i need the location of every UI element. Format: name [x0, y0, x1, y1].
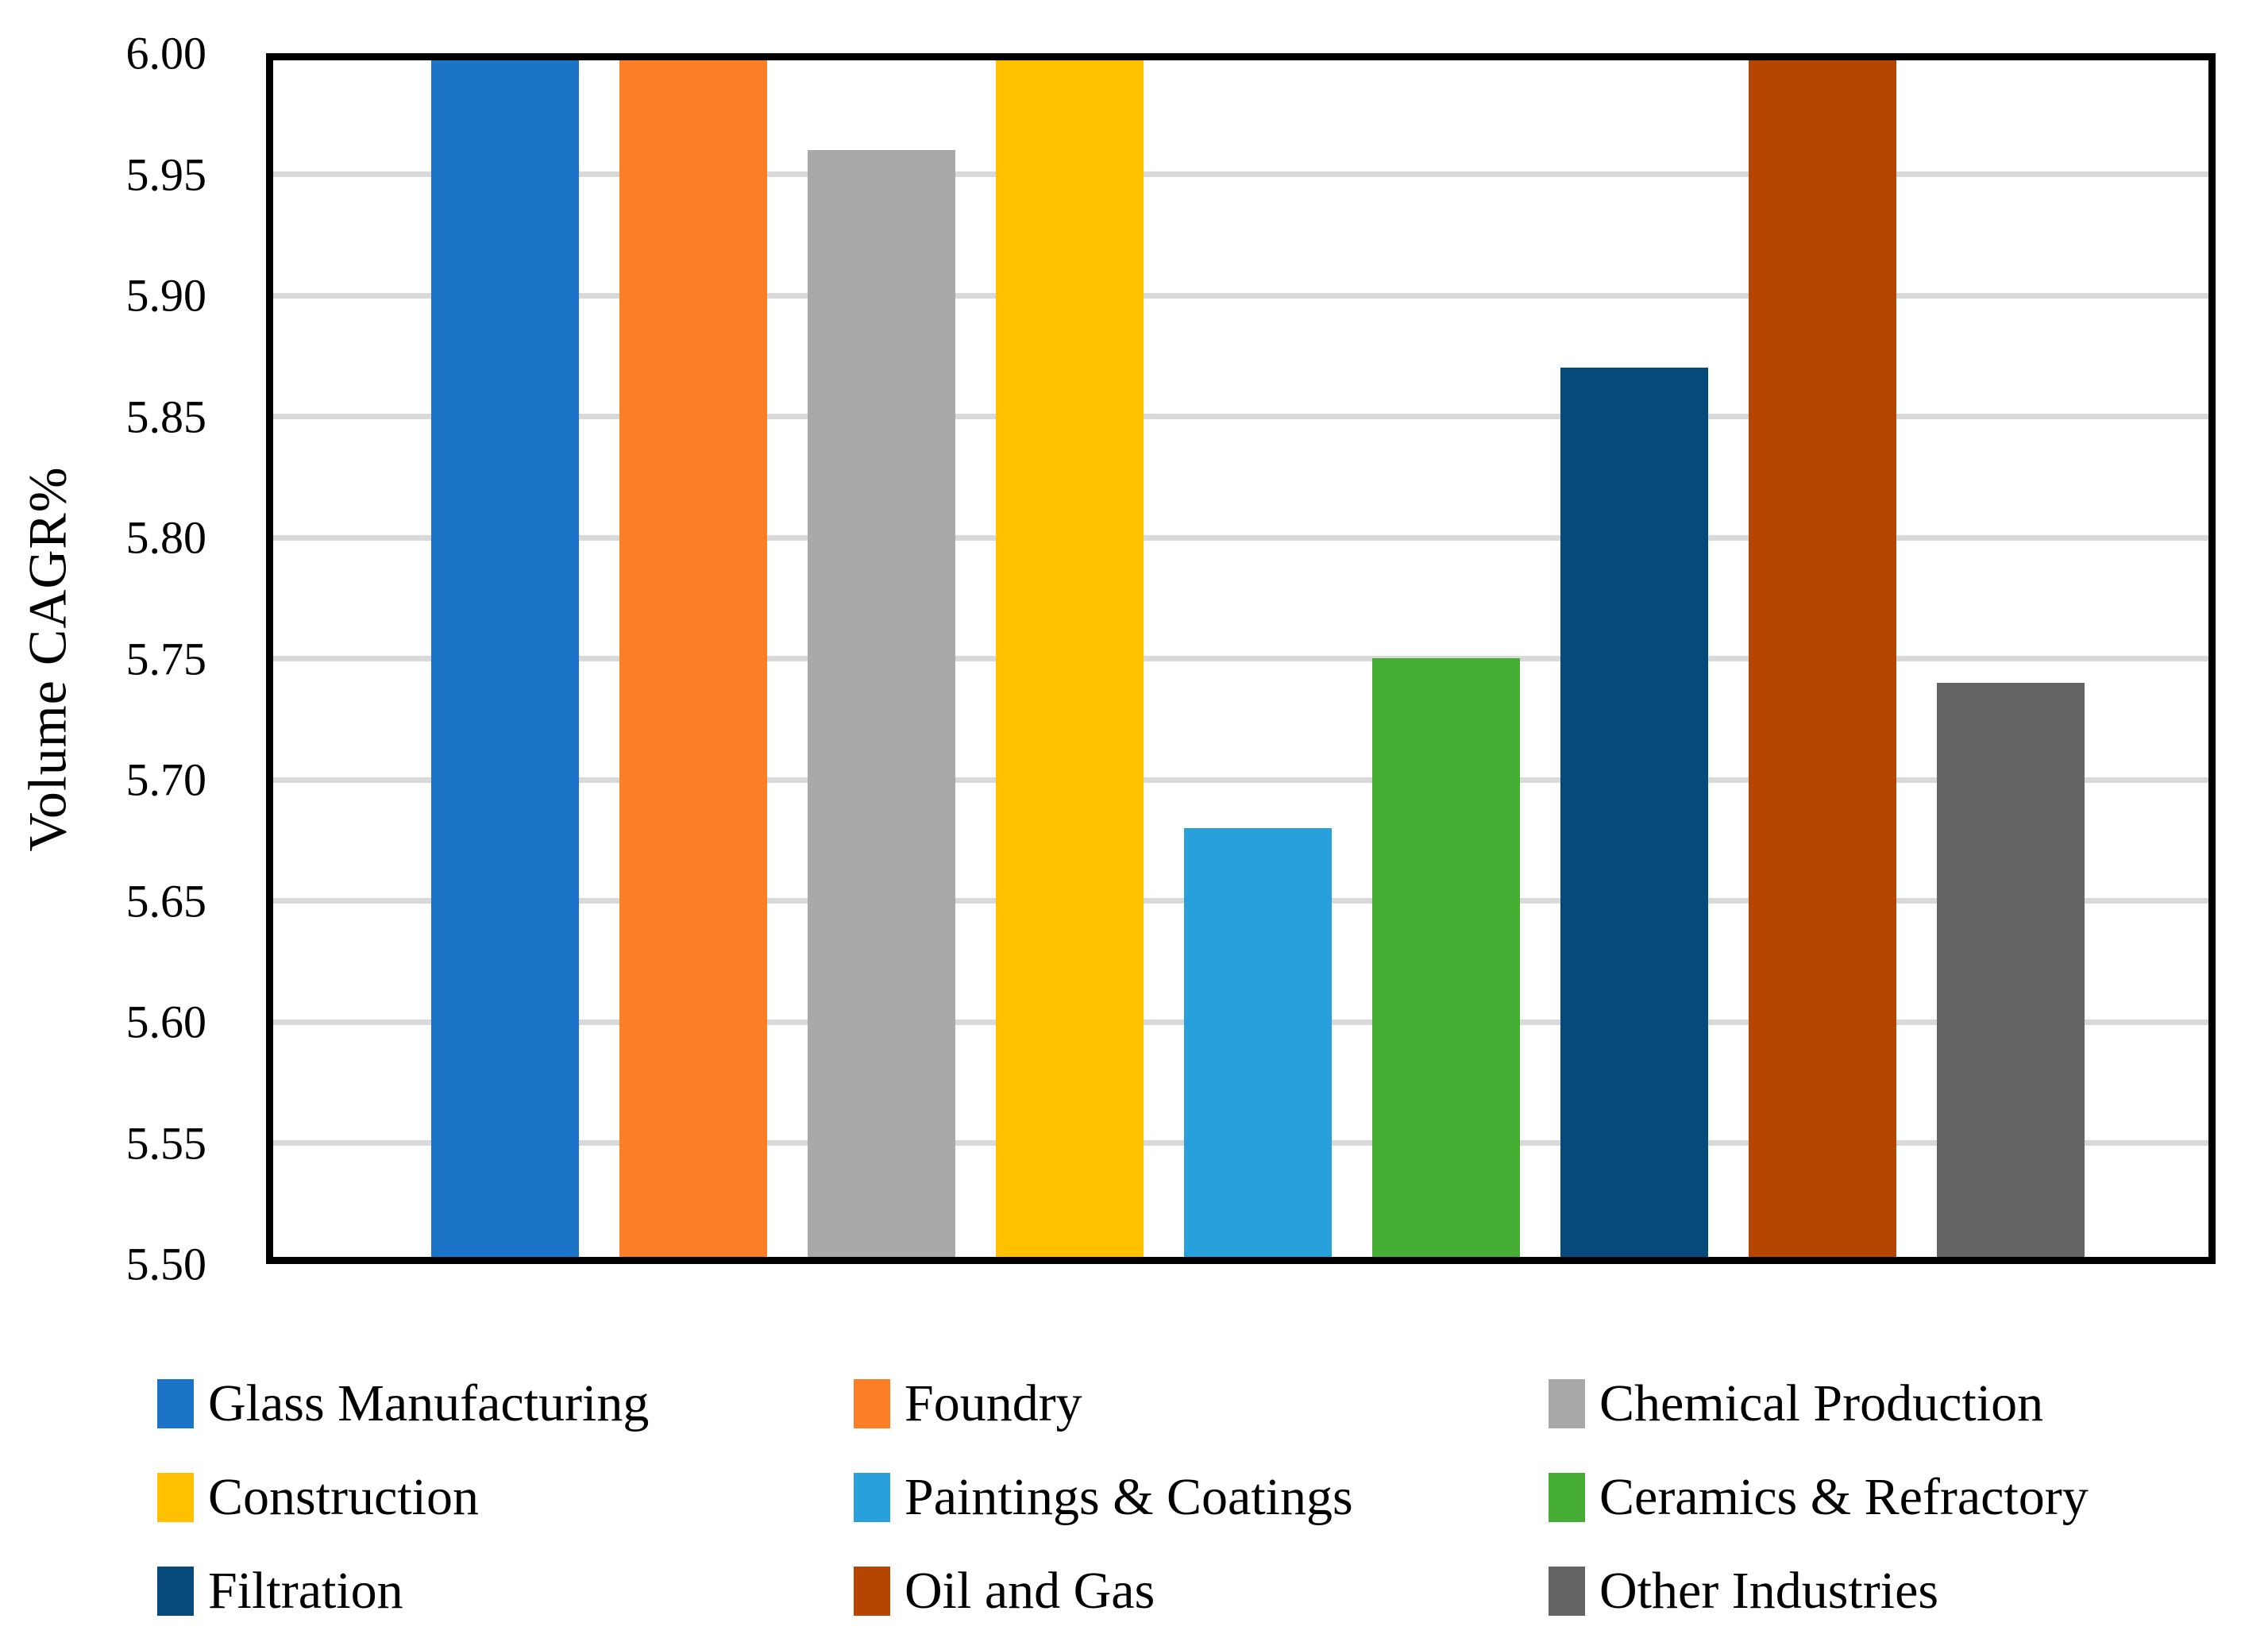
gridline	[266, 172, 2216, 177]
bar-oil-and-gas	[1749, 53, 1896, 1264]
y-tick-label: 5.85	[125, 391, 207, 442]
legend-label: Ceramics & Refractory	[1599, 1468, 2089, 1526]
legend-swatch-glass-manufacturing	[157, 1379, 194, 1428]
y-tick-label: 5.65	[125, 875, 207, 927]
bar-foundry	[619, 53, 767, 1264]
legend-swatch-chemical-production	[1549, 1379, 1585, 1428]
bar-ceramics-refractory	[1372, 658, 1520, 1264]
gridline	[266, 534, 2216, 541]
y-tick-label: 5.75	[125, 633, 207, 684]
legend-item-construction: Construction	[157, 1470, 854, 1525]
y-tick-label: 5.70	[125, 753, 207, 806]
bar-glass-manufacturing	[431, 53, 579, 1264]
legend-label: Other Industries	[1599, 1562, 1939, 1620]
legend-label: Foundry	[904, 1374, 1082, 1432]
bar-filtration	[1560, 368, 1708, 1264]
legend-swatch-construction	[157, 1473, 194, 1522]
y-tick-label: 6.00	[125, 27, 207, 79]
legend-item-paintings-coatings: Paintings & Coatings	[854, 1470, 1549, 1525]
legend-label: Glass Manufacturing	[208, 1374, 650, 1432]
bar-chemical-production	[808, 150, 955, 1264]
legend-item-other-industries: Other Industries	[1549, 1563, 2238, 1619]
legend-swatch-paintings-coatings	[854, 1473, 890, 1522]
y-tick-label: 5.60	[125, 996, 207, 1048]
plot-area	[266, 53, 2216, 1264]
gridline	[266, 656, 2216, 661]
y-tick-label: 5.95	[125, 148, 207, 200]
legend-item-glass-manufacturing: Glass Manufacturing	[157, 1376, 854, 1432]
y-tick-label: 5.80	[125, 511, 207, 564]
legend-item-chemical-production: Chemical Production	[1549, 1376, 2238, 1432]
legend-swatch-ceramics-refractory	[1549, 1473, 1585, 1522]
bar-paintings-coatings	[1184, 828, 1332, 1264]
y-tick-label: 5.50	[125, 1238, 207, 1290]
gridline	[266, 777, 2216, 783]
legend-item-oil-and-gas: Oil and Gas	[854, 1563, 1549, 1619]
legend-swatch-oil-and-gas	[854, 1567, 890, 1616]
legend-label: Construction	[208, 1468, 479, 1526]
bar-other-industries	[1937, 683, 2085, 1264]
bar-construction	[996, 53, 1144, 1264]
legend-label: Filtration	[208, 1562, 403, 1620]
y-tick-label: 5.90	[125, 269, 207, 322]
legend-swatch-filtration	[157, 1567, 194, 1616]
legend-swatch-other-industries	[1549, 1567, 1585, 1616]
legend-item-ceramics-refractory: Ceramics & Refractory	[1549, 1470, 2238, 1525]
legend-label: Paintings & Coatings	[904, 1468, 1353, 1526]
legend-label: Oil and Gas	[904, 1562, 1155, 1620]
y-tick-label: 5.55	[125, 1117, 207, 1169]
legend-swatch-foundry	[854, 1379, 890, 1428]
gridline	[266, 414, 2216, 419]
y-axis-title: Volume CAGR%	[17, 466, 78, 852]
gridline	[266, 292, 2216, 299]
chart-legend: Glass Manufacturing Foundry Chemical Produ…	[157, 1376, 2238, 1619]
legend-label: Chemical Production	[1599, 1374, 2044, 1432]
legend-item-filtration: Filtration	[157, 1563, 854, 1619]
legend-item-foundry: Foundry	[854, 1376, 1549, 1432]
